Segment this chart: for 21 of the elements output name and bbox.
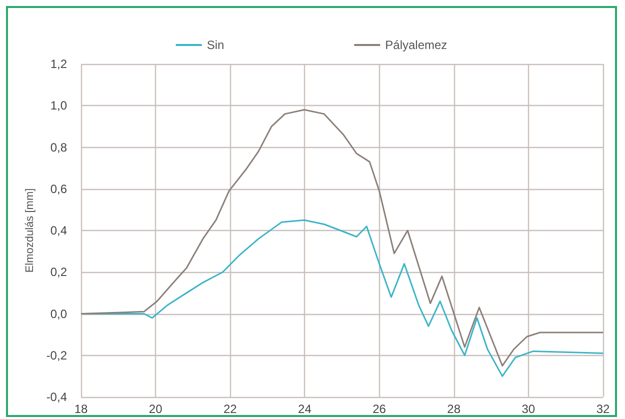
y-tick-label: -0,2 — [46, 348, 68, 362]
x-tick-label: 30 — [522, 402, 536, 416]
y-tick-label: 1,0 — [50, 98, 68, 113]
legend-label: Sin — [206, 38, 224, 52]
x-tick-label: 22 — [223, 402, 238, 416]
y-tick-label: 0,2 — [50, 265, 68, 280]
y-tick-label: 0,6 — [50, 182, 68, 196]
y-tick-label: -0,4 — [46, 390, 68, 404]
x-tick-label: 26 — [372, 402, 386, 416]
y-tick-label: 0,8 — [50, 140, 68, 154]
line-series — [80, 109, 604, 367]
x-tick-label: 20 — [148, 402, 163, 416]
x-tick-label: 32 — [596, 402, 610, 416]
x-tick-label: 28 — [447, 402, 461, 416]
y-tick-label: 1,2 — [50, 57, 68, 71]
y-tick-label: 0,4 — [50, 224, 68, 238]
x-tick-label: 24 — [298, 402, 312, 416]
legend-label: Pályalemez — [385, 38, 448, 52]
x-tick-label: 18 — [74, 402, 88, 416]
y-axis-title: Elmozdulás [mm] — [24, 188, 36, 273]
y-tick-label: 0,0 — [50, 306, 68, 321]
